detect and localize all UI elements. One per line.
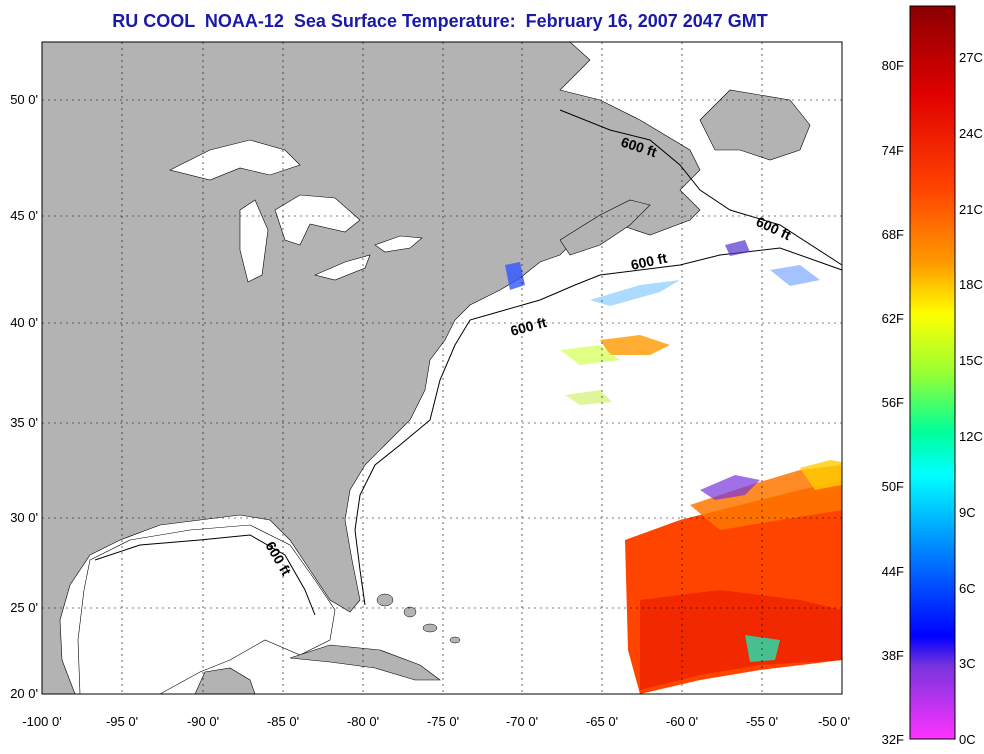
x-tick-label: -60 0' — [666, 714, 698, 729]
land-newfoundland — [699, 89, 811, 161]
y-axis-labels: 20 0' 25 0' 30 0' 35 0' 40 0' 45 0' 50 0… — [10, 92, 38, 701]
map-frame — [41, 41, 843, 695]
x-tick-label: -100 0' — [22, 714, 61, 729]
x-tick-label: -80 0' — [347, 714, 379, 729]
y-tick-label: 20 0' — [10, 686, 38, 701]
land-north-america — [41, 41, 701, 695]
x-tick-label: -50 0' — [818, 714, 850, 729]
sst-data — [505, 240, 842, 694]
isobath-label: 600 ft — [629, 250, 668, 273]
y-tick-label: 45 0' — [10, 208, 38, 223]
x-tick-label: -65 0' — [586, 714, 618, 729]
x-axis-labels: -100 0' -95 0' -90 0' -85 0' -80 0' -75 … — [22, 714, 850, 729]
y-tick-label: 40 0' — [10, 315, 38, 330]
x-tick-label: -95 0' — [106, 714, 138, 729]
x-tick-label: -70 0' — [506, 714, 538, 729]
land-nova-scotia — [559, 199, 651, 256]
y-tick-label: 50 0' — [10, 92, 38, 107]
y-tick-label: 35 0' — [10, 415, 38, 430]
isobath-600ft — [354, 109, 843, 606]
map-title: RU COOL NOAA-12 Sea Surface Temperature:… — [112, 11, 768, 31]
x-tick-label: -75 0' — [427, 714, 459, 729]
isobath-600ft-gulf — [94, 534, 316, 616]
map-grid — [42, 42, 842, 694]
y-tick-label: 30 0' — [10, 510, 38, 525]
x-tick-label: -90 0' — [187, 714, 219, 729]
x-tick-label: -55 0' — [746, 714, 778, 729]
bahamas-islands — [376, 593, 461, 644]
land-cuba — [289, 644, 441, 681]
great-lakes — [169, 139, 423, 283]
y-tick-label: 25 0' — [10, 600, 38, 615]
x-tick-label: -85 0' — [267, 714, 299, 729]
